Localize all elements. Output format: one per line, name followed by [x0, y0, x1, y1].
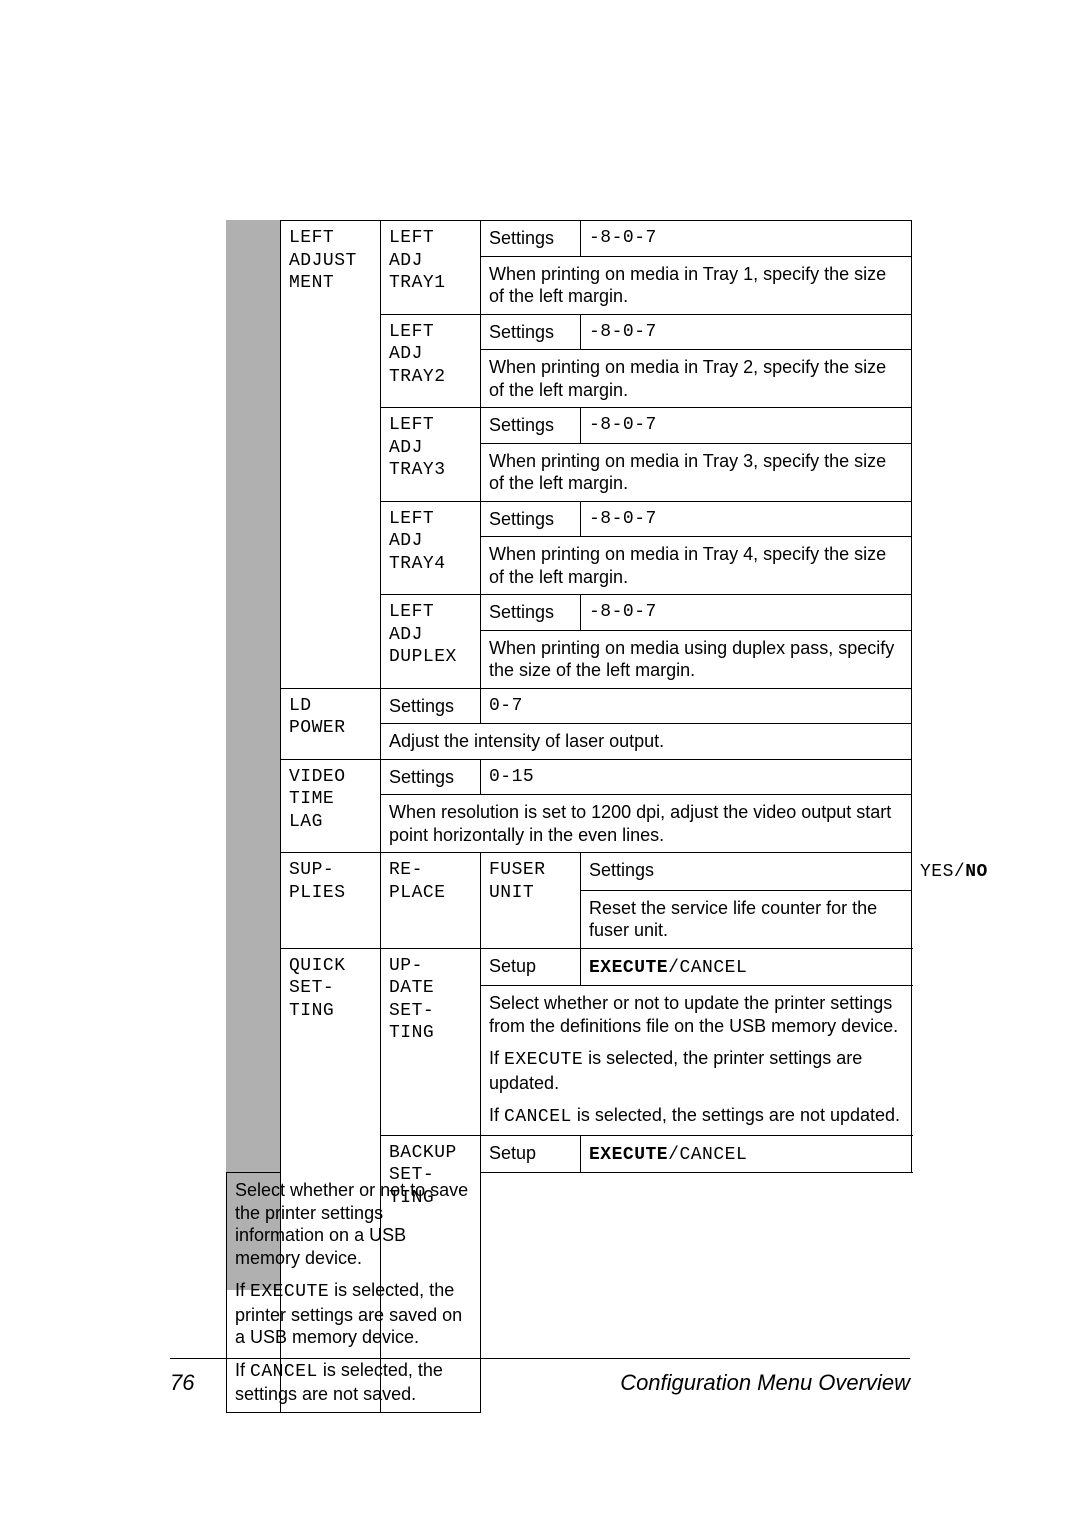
ldpower-label: LD POWER — [281, 688, 381, 759]
duplex-settings-label: Settings — [481, 595, 581, 631]
fuser-no: NO — [965, 862, 988, 882]
duplex-desc: When printing on media using duplex pass… — [481, 630, 912, 688]
tray2-range: -8-0-7 — [581, 314, 912, 350]
tray3-label: LEFT ADJ TRAY3 — [381, 408, 481, 502]
tray1-range: -8-0-7 — [581, 221, 912, 257]
tray2-label: LEFT ADJ TRAY2 — [381, 314, 481, 408]
update-label: UP- DATE SET- TING — [381, 948, 481, 1135]
backup-desc2b: EXECUTE — [250, 1282, 329, 1302]
update-execute: EXECUTE — [589, 958, 668, 978]
ldpower-range: 0-7 — [481, 688, 912, 724]
tray4-label: LEFT ADJ TRAY4 — [381, 501, 481, 595]
fuser-label: FUSER UNIT — [481, 853, 581, 949]
duplex-range: -8-0-7 — [581, 595, 912, 631]
backup-execute: EXECUTE — [589, 1145, 668, 1165]
page-number: 76 — [170, 1370, 194, 1396]
backup-setup-label: Setup — [481, 1135, 581, 1173]
backup-cancel: CANCEL — [679, 1145, 747, 1165]
backup-sep: / — [668, 1145, 679, 1165]
tray4-settings-label: Settings — [481, 501, 581, 537]
fuser-sep: / — [954, 862, 965, 882]
update-desc2: If EXECUTE is selected, the printer sett… — [489, 1047, 903, 1094]
video-desc: When resolution is set to 1200 dpi, adju… — [381, 795, 912, 853]
replace-label: RE- PLACE — [381, 853, 481, 949]
tray3-range: -8-0-7 — [581, 408, 912, 444]
backup-desc2: If EXECUTE is selected, the printer sett… — [235, 1279, 472, 1349]
tray1-settings-label: Settings — [481, 221, 581, 257]
ldpower-settings-label: Settings — [381, 688, 481, 724]
fuser-settings-label: Settings — [581, 853, 912, 891]
update-desc2b: EXECUTE — [504, 1050, 583, 1070]
update-desc3c: is selected, the settings are not update… — [572, 1105, 900, 1125]
tray1-label: LEFT ADJ TRAY1 — [381, 221, 481, 315]
footer: 76 Configuration Menu Overview — [170, 1370, 910, 1396]
tray3-desc: When printing on media in Tray 3, specif… — [481, 443, 912, 501]
video-settings-label: Settings — [381, 759, 481, 795]
tray3-settings-label: Settings — [481, 408, 581, 444]
update-sep: / — [668, 958, 679, 978]
update-value: EXECUTE/CANCEL — [581, 948, 912, 986]
video-range: 0-15 — [481, 759, 912, 795]
backup-desc2a: If — [235, 1280, 250, 1300]
ldpower-desc: Adjust the intensity of laser output. — [381, 724, 912, 760]
update-desc3a: If — [489, 1105, 504, 1125]
update-desc2a: If — [489, 1048, 504, 1068]
update-desc1: Select whether or not to update the prin… — [489, 992, 903, 1037]
fuser-yes: YES — [920, 862, 954, 882]
video-label: VIDEO TIME LAG — [281, 759, 381, 853]
page: LEFT ADJUST MENT LEFT ADJ TRAY1 Settings… — [0, 0, 1080, 1528]
update-cancel: CANCEL — [679, 958, 747, 978]
settings-table: LEFT ADJUST MENT LEFT ADJ TRAY1 Settings… — [226, 220, 912, 1413]
update-setup-label: Setup — [481, 948, 581, 986]
blank-col — [227, 221, 281, 1173]
left-adjustment-label: LEFT ADJUST MENT — [281, 221, 381, 689]
update-desc3: If CANCEL is selected, the settings are … — [489, 1104, 903, 1129]
duplex-label: LEFT ADJ DUPLEX — [381, 595, 481, 689]
footer-title: Configuration Menu Overview — [620, 1370, 910, 1396]
tray1-desc: When printing on media in Tray 1, specif… — [481, 256, 912, 314]
fuser-desc: Reset the service life counter for the f… — [581, 890, 912, 948]
update-desc3b: CANCEL — [504, 1107, 572, 1127]
update-desc: Select whether or not to update the prin… — [481, 986, 912, 1136]
tray4-desc: When printing on media in Tray 4, specif… — [481, 537, 912, 595]
tray2-desc: When printing on media in Tray 2, specif… — [481, 350, 912, 408]
tray2-settings-label: Settings — [481, 314, 581, 350]
supplies-label: SUP- PLIES — [281, 853, 381, 949]
tray4-range: -8-0-7 — [581, 501, 912, 537]
footer-rule — [170, 1358, 910, 1359]
backup-value: EXECUTE/CANCEL — [581, 1135, 912, 1173]
backup-desc1: Select whether or not to save the printe… — [235, 1179, 472, 1269]
